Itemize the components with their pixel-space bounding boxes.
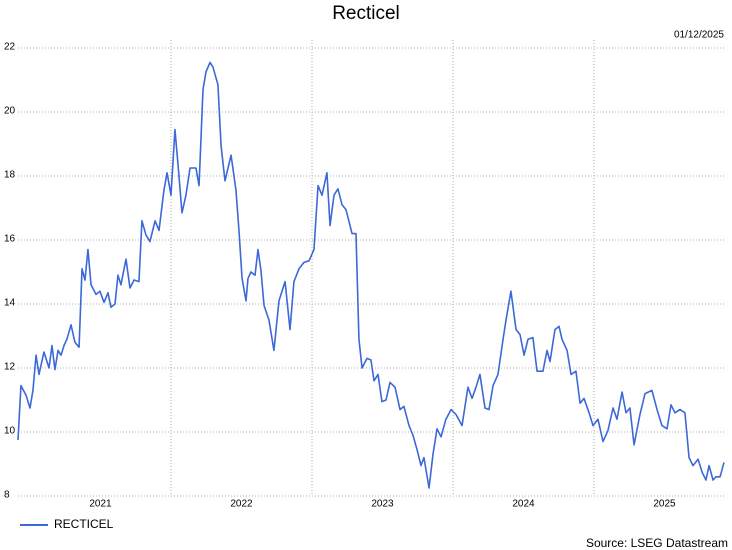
x-tick-label: 2021 [89,499,112,510]
y-tick-label: 12 [4,362,16,373]
y-tick-label: 10 [4,426,16,437]
data-line [17,61,725,489]
x-tick-label: 2024 [512,499,535,510]
legend-label: RECTICEL [54,517,114,531]
y-tick-label: 8 [4,490,10,501]
x-tick-label: 2025 [653,499,676,510]
chart-date: 01/12/2025 [674,30,724,41]
y-tick-label: 20 [4,106,16,117]
y-tick-label: 16 [4,234,16,245]
source-note: Source: LSEG Datastream [586,536,728,550]
x-tick-label: 2022 [230,499,253,510]
x-tick-label: 2023 [371,499,394,510]
y-tick-label: 18 [4,170,16,181]
y-tick-label: 14 [4,298,16,309]
y-tick-label: 22 [4,42,16,53]
chart-title: Recticel [332,3,400,24]
